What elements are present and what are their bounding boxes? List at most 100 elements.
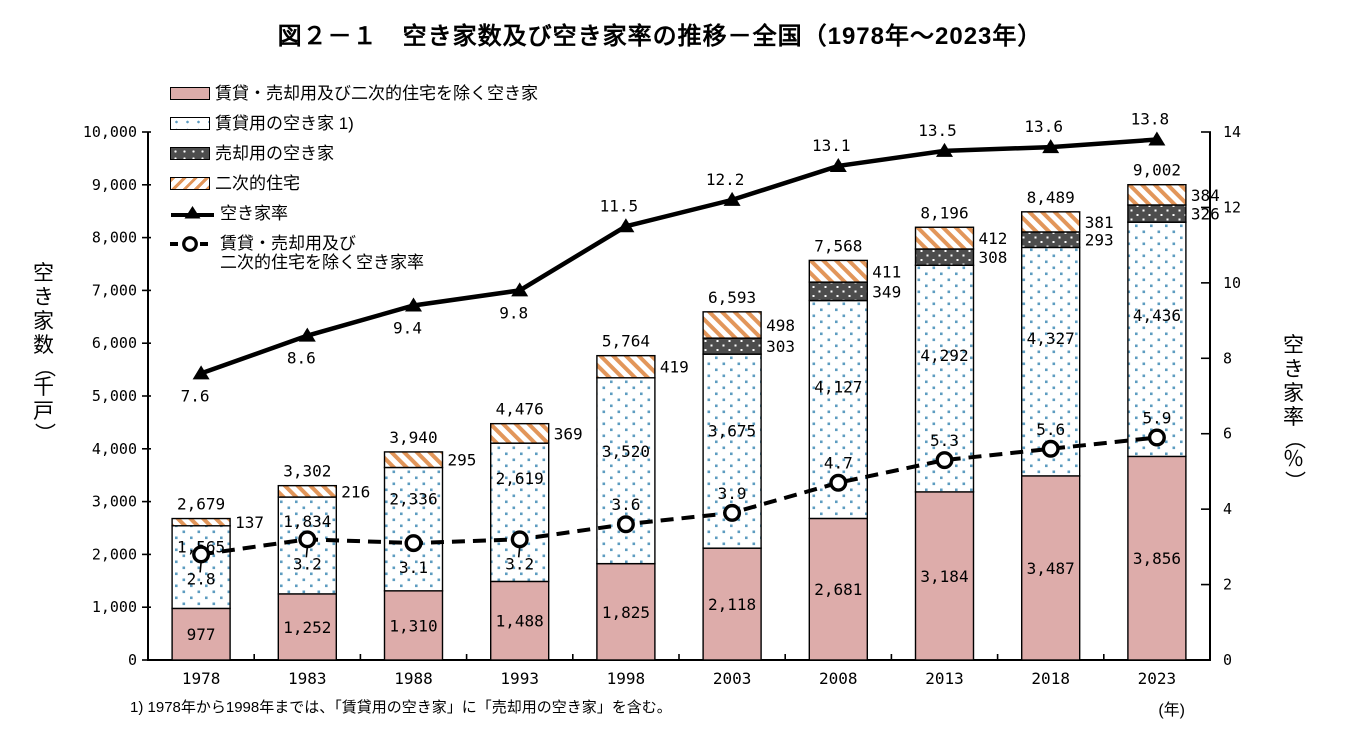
bar-label-secondary: 498 — [766, 316, 795, 335]
y-axis-left-tick-label: 4,000 — [92, 440, 137, 458]
bar-label-rental: 3,520 — [602, 442, 650, 461]
bar-label-secondary: 216 — [341, 482, 370, 501]
legend-item-vacancy-rate: 空き家率 — [170, 204, 538, 223]
bar-label-sale: 293 — [1085, 231, 1114, 250]
bar-segment-dots — [1021, 246, 1081, 477]
bar-label-rental: 2,619 — [496, 469, 544, 488]
chart-legend: 賃貸・売却用及び二次的住宅を除く空き家 賃貸用の空き家 1) 売却用の空き家 二… — [170, 84, 538, 272]
legend-label: 空き家率 — [220, 204, 288, 223]
bar-label-rental: 4,436 — [1133, 306, 1181, 325]
circle-marker-icon — [1041, 439, 1060, 458]
vacancy-rate-label: 13.1 — [812, 136, 851, 155]
circle-marker-icon — [192, 545, 211, 564]
y-axis-left-tick-label: 5,000 — [92, 387, 137, 405]
x-axis-year-label: 1988 — [394, 669, 433, 688]
y-axis-left-tick-label: 9,000 — [92, 176, 137, 194]
vacancy-rate-label: 9.4 — [393, 318, 422, 337]
y-axis-left-tick-label: 1,000 — [92, 598, 137, 616]
bar-label-secondary: 369 — [554, 424, 583, 443]
y-axis-right-tick-label: 6 — [1223, 425, 1232, 443]
legend-item-sale: 売却用の空き家 — [170, 144, 538, 163]
y-axis-right-title: 空き家率（％） — [1282, 334, 1306, 492]
bar-label-secondary: 411 — [872, 262, 901, 281]
bar-segment-dark — [1127, 204, 1187, 223]
bar-label-rental: 1,834 — [283, 512, 331, 531]
excl-rate-label: 4.7 — [824, 454, 853, 473]
dashed-line-circle-icon — [170, 236, 215, 252]
y-axis-left-tick-label: 8,000 — [92, 229, 137, 247]
vacancy-rate-line — [200, 137, 1158, 376]
bar-segment-pink — [383, 590, 444, 661]
triangle-marker-icon — [405, 297, 422, 312]
pink-bar-swatch-icon — [170, 87, 210, 100]
legend-item-secondary: 二次的住宅 — [170, 174, 538, 193]
dotted-bar-swatch-icon — [170, 117, 210, 130]
y-axis-right-tick-label: 2 — [1223, 576, 1232, 594]
vacancy-rate-label: 13.6 — [1024, 117, 1063, 136]
y-axis-left-tick-label: 7,000 — [92, 281, 137, 299]
bar-label-rental: 3,675 — [708, 422, 756, 441]
legend-item-rental: 賃貸用の空き家 1) — [170, 114, 538, 133]
circle-marker-icon — [298, 530, 317, 549]
bar-segment-stripes — [383, 451, 444, 469]
triangle-marker-icon — [192, 365, 210, 380]
bar-label-total: 6,593 — [708, 288, 756, 307]
bar-segment-stripes — [914, 226, 975, 250]
legend-label: 賃貸・売却用及び 二次的住宅を除く空き家率 — [220, 234, 424, 272]
bar-segment-stripes — [702, 311, 762, 339]
bar-label-total: 9,002 — [1133, 161, 1181, 180]
vacancy-rate-label: 8.6 — [287, 349, 316, 368]
bar-segment-pink — [596, 562, 656, 661]
circle-marker-icon — [829, 473, 848, 492]
label-leader-line — [199, 562, 202, 573]
circle-marker-icon — [510, 530, 529, 549]
bar-label-rental: 2,336 — [389, 490, 437, 509]
solid-line-triangle-icon — [171, 206, 214, 219]
bar-segment-stripes — [171, 517, 231, 527]
bar-label-total: 3,302 — [283, 462, 331, 481]
x-axis-unit-label: (年) — [1158, 702, 1185, 719]
circle-marker-icon — [616, 515, 635, 534]
y-axis-right-tick-label: 8 — [1223, 349, 1232, 367]
bar-label-secondary: 137 — [235, 513, 264, 532]
excl-rate-label: 3.9 — [718, 484, 747, 503]
triangle-marker-icon — [1148, 131, 1166, 146]
legend-item-excl-rate: 賃貸・売却用及び 二次的住宅を除く空き家率 — [170, 234, 538, 272]
circle-marker-icon — [935, 451, 954, 470]
x-axis-year-label: 2023 — [1138, 669, 1177, 688]
excl-rate-label: 3.6 — [611, 495, 640, 514]
bar-label-other: 3,487 — [1027, 559, 1075, 578]
y-axis-left-tick-label: 3,000 — [92, 493, 137, 511]
bar-label-total: 3,940 — [389, 428, 437, 447]
triangle-marker-icon — [723, 191, 741, 206]
vacancy-rate-label: 13.5 — [918, 121, 957, 140]
triangle-marker-icon — [829, 157, 847, 172]
bar-segment-dark — [914, 248, 975, 266]
bar-label-other: 3,856 — [1133, 549, 1181, 568]
y-axis-left-tick-label: 2,000 — [92, 545, 137, 563]
bar-label-secondary: 295 — [448, 451, 477, 470]
excl-rate-line — [200, 435, 1158, 557]
x-axis-year-label: 1998 — [607, 669, 646, 688]
bar-segment-pink — [171, 607, 231, 661]
bar-label-other: 1,825 — [602, 603, 650, 622]
label-leader-line — [517, 547, 521, 558]
x-axis-year-label: 2003 — [713, 669, 752, 688]
dark-bar-swatch-icon — [170, 147, 210, 160]
excl-rate-label: 3.2 — [505, 554, 534, 573]
x-axis-year-label: 1993 — [500, 669, 539, 688]
y-axis-right-tick-label: 10 — [1223, 274, 1241, 292]
label-leader-line — [305, 547, 309, 558]
x-axis-year-label: 1983 — [288, 669, 327, 688]
vacancy-rate-label: 9.8 — [499, 303, 528, 322]
triangle-marker-icon — [1042, 139, 1060, 154]
excl-rate-label: 5.6 — [1036, 420, 1065, 439]
excl-rate-label: 3.2 — [293, 554, 322, 573]
y-axis-left-tick-label: 0 — [128, 651, 137, 669]
triangle-marker-icon — [298, 327, 316, 342]
bar-segment-stripes — [277, 484, 337, 498]
y-axis-left-title: 空き家数（千戸） — [32, 262, 56, 444]
bar-label-other: 1,310 — [389, 616, 437, 635]
x-axis-year-label: 2018 — [1031, 669, 1070, 688]
